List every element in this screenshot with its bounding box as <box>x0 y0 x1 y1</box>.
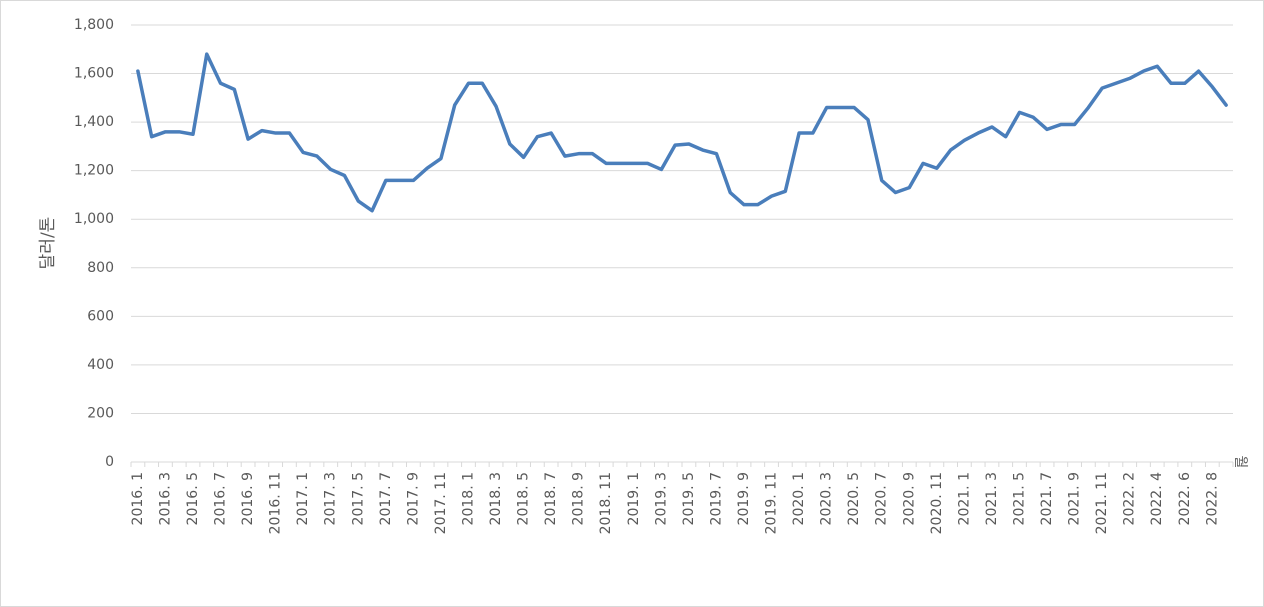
x-tick-label: 2017. 11 <box>433 472 449 534</box>
x-tick-label: 2019. 9 <box>736 472 752 525</box>
y-tick-label: 1,000 <box>74 211 114 227</box>
x-tick-label: 2016. 9 <box>240 472 256 525</box>
y-tick-label: 800 <box>87 260 114 276</box>
x-tick-label: 2021. 1 <box>956 472 972 525</box>
x-tick-label: 2021. 9 <box>1067 472 1083 525</box>
x-tick-label: 2018. 11 <box>598 472 614 534</box>
x-tick-label: 2019. 5 <box>681 472 697 525</box>
x-tick-label: 2020. 11 <box>929 472 945 534</box>
x-tick-label: 2017. 7 <box>378 472 394 525</box>
x-tick-label: 2022. 6 <box>1177 472 1193 526</box>
y-tick-label: 1,800 <box>74 17 114 33</box>
y-tick-label: 0 <box>105 454 114 470</box>
x-tick-label: 2020. 5 <box>846 472 862 525</box>
x-tick-label: 2016. 7 <box>213 472 229 525</box>
x-tick-label: 2019. 11 <box>764 472 780 534</box>
y-axis-label: 달러/톤 <box>38 217 58 270</box>
y-tick-label: 600 <box>87 308 114 324</box>
x-tick-label: 2020. 9 <box>901 472 917 525</box>
x-tick-label: 2019. 1 <box>626 472 642 525</box>
x-tick-label: 2019. 3 <box>653 472 669 525</box>
x-tick-label: 2022. 4 <box>1149 472 1165 526</box>
y-tick-label: 1,200 <box>74 163 114 179</box>
x-tick-label: 2016. 5 <box>185 472 201 525</box>
x-tick-label: 2018. 3 <box>488 472 504 525</box>
x-tick-label: 2021. 3 <box>984 472 1000 525</box>
x-tick-label: 2019. 7 <box>708 472 724 525</box>
x-tick-label: 2021. 5 <box>1011 472 1027 525</box>
x-tick-label: 2017. 5 <box>350 472 366 525</box>
x-tick-label: 2020. 7 <box>874 472 890 525</box>
y-tick-label: 200 <box>87 405 114 421</box>
x-tick-label: 2017. 9 <box>405 472 421 525</box>
y-tick-label: 1,400 <box>74 114 114 130</box>
x-tick-label: 2022. 2 <box>1122 472 1138 525</box>
x-tick-label: 2016. 3 <box>157 472 173 525</box>
x-tick-label: 2022. 8 <box>1204 472 1220 525</box>
x-tick-label: 2020. 1 <box>791 472 807 525</box>
x-tick-label: 2017. 3 <box>323 472 339 525</box>
x-tick-label: 2020. 3 <box>819 472 835 525</box>
x-tick-label: 2016. 1 <box>130 472 146 525</box>
x-tick-label: 2018. 9 <box>571 472 587 525</box>
y-tick-label: 400 <box>87 357 114 373</box>
x-tick-label: 2021. 7 <box>1039 472 1055 525</box>
y-tick-label: 1,600 <box>74 66 114 82</box>
x-tick-label: 2018. 1 <box>460 472 476 525</box>
x-tick-label: 2016. 11 <box>268 472 284 534</box>
x-tick-label: 2021. 11 <box>1094 472 1110 534</box>
x-tick-label: 2018. 5 <box>516 472 532 525</box>
x-axis-label: 월 <box>1232 456 1248 469</box>
x-tick-label: 2017. 1 <box>295 472 311 525</box>
data-line <box>136 52 1228 213</box>
x-tick-label: 2018. 7 <box>543 472 559 525</box>
